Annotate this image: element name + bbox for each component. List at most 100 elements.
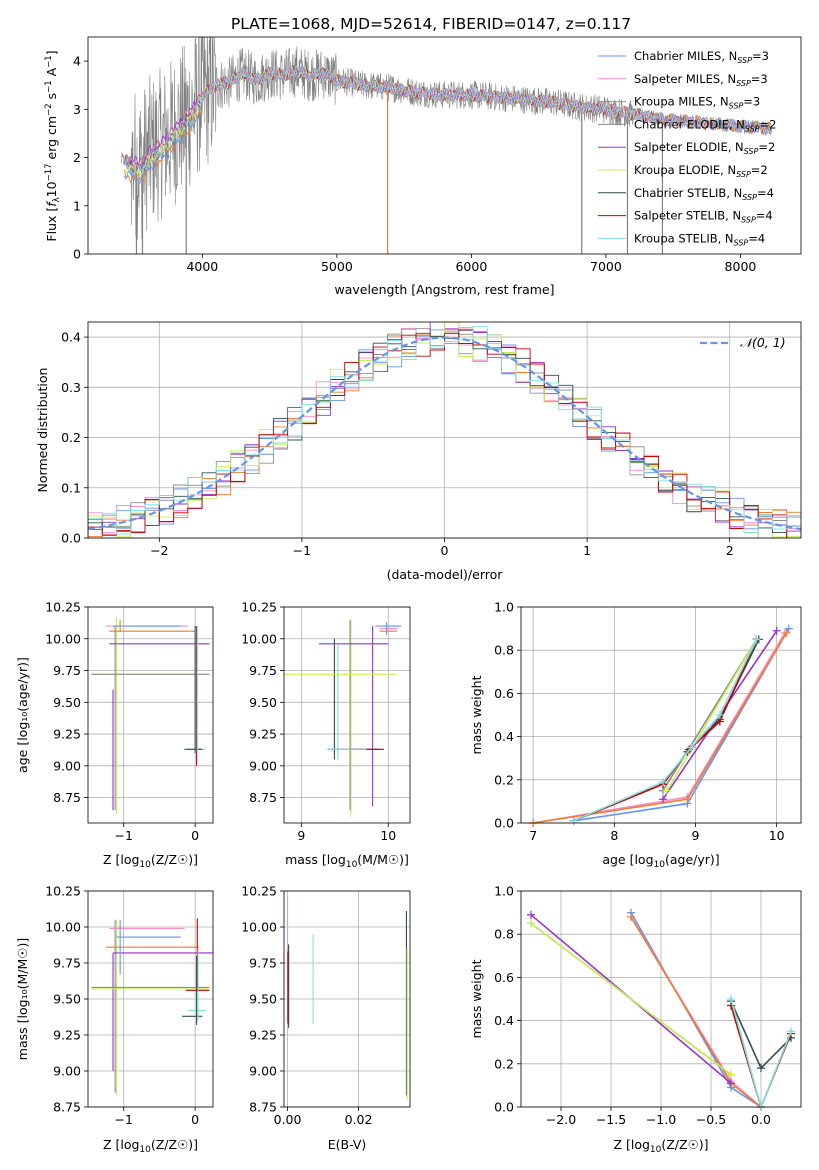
axes-frame	[520, 606, 802, 824]
mass-weight-vs-age-panel: 7 8 9 10 0.0 0.2 0.4 0.6 0.8 1.0 mass weight age [l…	[469, 600, 802, 870]
mass-vs-Z-plot-area	[91, 918, 213, 1096]
y-tick-label: 8.75	[249, 790, 277, 805]
data-point	[527, 919, 535, 928]
y-tick-label: 10.00	[45, 631, 81, 646]
data-point	[727, 1079, 735, 1088]
y-tick-label: 10.00	[45, 920, 81, 935]
x-tick-label: 9	[692, 828, 700, 843]
x-tick-label: 10	[769, 828, 785, 843]
model-spectrum-kroupa-stelib	[123, 65, 772, 176]
series-line	[573, 628, 790, 822]
x-tick-label: −1	[114, 1112, 132, 1127]
y-tick-label: 9.00	[53, 1064, 81, 1079]
x-axis-label: wavelength [Angstrom, rest frame]	[334, 282, 554, 297]
x-tick-label: 2	[726, 543, 734, 558]
x-tick-label: 7000	[590, 259, 622, 274]
y-axis-label: mass weight	[469, 959, 484, 1038]
age-vs-mass-plot-area	[284, 619, 402, 817]
age-vs-Z-plot-area	[91, 617, 210, 815]
y-tick-label: 0.8	[494, 927, 514, 942]
y-axis-label: Normed distribution	[35, 368, 50, 493]
y-tick-label: 10.25	[241, 884, 277, 899]
y-tick-label: 8.75	[53, 790, 81, 805]
y-tick-label: 0.2	[494, 1056, 514, 1071]
x-tick-label: −1	[293, 543, 311, 558]
y-tick-label: 0.0	[61, 531, 81, 546]
data-point	[727, 1070, 735, 1079]
y-tick-label: 0.6	[494, 686, 514, 701]
legend-label: Salpeter STELIB, NSSP=4	[634, 209, 773, 225]
x-tick-label: 1	[583, 543, 591, 558]
x-tick-label: 9	[297, 828, 305, 843]
y-tick-label: 9.75	[249, 663, 277, 678]
mass-vs-Z-panel: −1 0 8.75 9.00 9.25 9.50 9.75 10.00 10.25 Z [log1…	[15, 884, 214, 1155]
series-line	[630, 912, 762, 1108]
data-point	[784, 624, 793, 633]
x-tick-label: −2	[150, 543, 168, 558]
y-tick-label: 0.4	[494, 729, 514, 744]
y-tick-label: 10.00	[241, 920, 277, 935]
data-point	[627, 912, 635, 921]
y-axis-label: mass [log₁₀(M/M☉)]	[15, 938, 30, 1060]
series-line	[666, 638, 758, 792]
x-axis-label: mass [log10(M/M☉)]	[285, 852, 409, 870]
y-tick-label: 2	[73, 150, 81, 165]
legend-label: Chabrier ELODIE, NSSP=2	[634, 117, 776, 133]
axes-frame	[87, 36, 802, 255]
x-tick-label: 8000	[725, 259, 757, 274]
y-tick-label: 1.0	[494, 884, 514, 899]
axes-frame	[87, 606, 214, 824]
residuals-panel: −2 −1 0 1 2 0.0 0.1 0.2 0.3 0.4 𝒩(0, 1) (data-model…	[35, 321, 802, 582]
mass-weight-vs-Z-panel: −2.0 −1.5 −1.0 −0.5 0.0 0.0 0.2 0.4 0.6 0.8 1.0 mas…	[469, 884, 802, 1155]
x-axis-label: (data-model)/error	[387, 567, 504, 582]
y-tick-label: 9.00	[53, 758, 81, 773]
data-point	[752, 635, 761, 644]
spectrum-legend: Chabrier MILES, NSSP=3 Salpeter MILES, NS…	[598, 49, 776, 247]
axes-frame	[520, 890, 802, 1108]
spectrum-plot-area	[121, 37, 772, 254]
histogram-kroupa-stelib	[88, 325, 801, 538]
y-tick-label: 10.25	[45, 600, 81, 615]
x-tick-label: 8	[610, 828, 618, 843]
y-axis-label: mass weight	[469, 675, 484, 754]
x-axis-label: E(B-V)	[328, 1137, 367, 1152]
y-tick-label: 9.75	[53, 956, 81, 971]
y-tick-label: 8.75	[249, 1100, 277, 1115]
data-point	[687, 743, 696, 752]
y-tick-label: 9.75	[249, 956, 277, 971]
y-tick-label: 9.00	[249, 1064, 277, 1079]
y-tick-label: 10.00	[241, 631, 277, 646]
x-tick-label: 0.0	[751, 1112, 771, 1127]
normal-curve	[88, 336, 801, 531]
spectrum-panel: 4000 5000 6000 7000 8000 0 1 2 3 4 Chabrier MILES,…	[44, 36, 802, 297]
legend-label: Kroupa ELODIE, NSSP=2	[634, 163, 768, 179]
y-tick-label: 0.4	[494, 1013, 514, 1028]
age-vs-mass-panel: 9 10 8.75 9.00 9.25 9.50 9.75 10.00 10.25 mass [l…	[241, 600, 411, 870]
x-tick-label: 10	[380, 828, 396, 843]
legend-label: Kroupa MILES, NSSP=3	[634, 95, 760, 111]
x-axis-label: Z [log10(Z/Z☉)]	[103, 852, 198, 870]
series-line	[530, 922, 732, 1076]
y-tick-label: 9.50	[53, 695, 81, 710]
y-tick-label: 10.25	[45, 884, 81, 899]
y-tick-label: 0	[73, 247, 81, 262]
x-tick-label: −0.5	[696, 1112, 726, 1127]
age-vs-Z-panel: −1 0 8.75 9.00 9.25 9.50 9.75 10.00 10.25 Z [log1…	[15, 600, 214, 870]
x-tick-label: 0.02	[345, 1112, 373, 1127]
data-point	[527, 910, 535, 919]
y-tick-label: 9.25	[249, 1028, 277, 1043]
y-tick-label: 3	[73, 102, 81, 117]
data-point	[659, 777, 668, 786]
x-axis-label: Z [log10(Z/Z☉)]	[613, 1137, 708, 1155]
x-tick-label: −2.0	[546, 1112, 576, 1127]
y-axis-label: Flux [fλ10−17 erg cm−2 s−1 A−1]	[44, 50, 62, 241]
legend-label: Salpeter ELODIE, NSSP=2	[634, 140, 775, 156]
data-point	[569, 816, 578, 825]
legend-label: Kroupa STELIB, NSSP=4	[634, 231, 765, 247]
y-tick-label: 9.50	[249, 695, 277, 710]
axes-frame	[283, 890, 411, 1108]
legend-label: 𝒩(0, 1)	[740, 335, 786, 350]
x-tick-label: 4000	[186, 259, 218, 274]
x-tick-label: −1.5	[596, 1112, 626, 1127]
